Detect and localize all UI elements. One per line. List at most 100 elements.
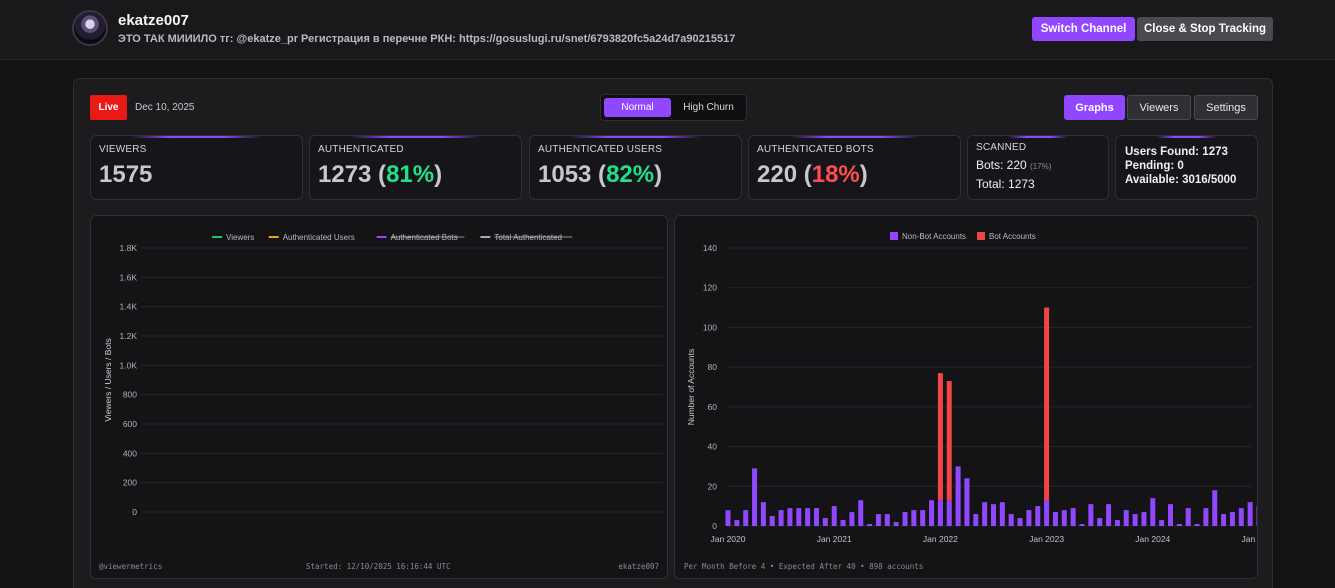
x-tick-label: Jan 2023	[1029, 534, 1064, 544]
scanned-bots: Bots: 220	[976, 158, 1027, 172]
bar-non-bot	[1247, 502, 1253, 526]
account-age-svg: 0 20 40 60 80 100 120 140 Number of Accounts Jan …	[686, 232, 1333, 544]
legend-item-non-bot-accounts: Non-Bot Accounts	[890, 232, 966, 241]
stop-tracking-button[interactable]: Close & Stop Tracking	[1137, 17, 1273, 41]
avatar	[72, 10, 108, 46]
bar-non-bot	[752, 468, 758, 526]
auth-users-value: 1053	[538, 161, 592, 188]
bar-non-bot	[911, 510, 917, 526]
tab-viewers[interactable]: Viewers	[1127, 95, 1191, 120]
legend-label: Non-Bot Accounts	[902, 232, 966, 241]
bar-non-bot	[1123, 510, 1129, 526]
bar-non-bot	[1256, 506, 1262, 526]
authenticated-value: 1273	[318, 161, 372, 188]
bar-non-bot	[1229, 512, 1235, 526]
bar-non-bot	[964, 478, 970, 526]
bar-non-bot	[955, 466, 961, 526]
mode-normal-button[interactable]: Normal	[604, 98, 671, 117]
legend-item-total-authenticated: Total Authenticated	[480, 233, 573, 242]
y-tick-label: 1.2K	[120, 331, 138, 341]
auth-users-value-row: 1053 (82%)	[538, 161, 663, 188]
bar-bot	[946, 381, 952, 501]
scan-info-card: Users Found: 1273 Pending: 0 Available: …	[1115, 135, 1258, 200]
y-tick-label: 1.6K	[120, 272, 138, 282]
auth-bots-value-row: 220 (18%)	[757, 161, 868, 188]
bar-non-bot	[822, 518, 828, 526]
bar-non-bot	[1035, 506, 1041, 526]
y-tick-label: 200	[123, 478, 137, 488]
bar-non-bot	[814, 508, 819, 526]
bar-non-bot	[946, 500, 952, 526]
bar-bot	[1044, 307, 1050, 501]
bar-non-bot	[1061, 510, 1067, 526]
mode-high-churn-button[interactable]: High Churn	[683, 102, 734, 113]
x-tick-label: Jan 2024	[1135, 534, 1170, 544]
available-count: Available: 3016/5000	[1125, 174, 1237, 186]
bar-non-bot	[1176, 524, 1182, 526]
bar-non-bot	[734, 520, 740, 526]
bar-non-bot	[840, 520, 846, 526]
bar-non-bot	[725, 510, 731, 526]
y-tick-label: 100	[703, 322, 717, 332]
bar-non-bot	[1168, 504, 1173, 526]
tab-settings[interactable]: Settings	[1194, 95, 1258, 120]
mode-toggle: Normal High Churn	[600, 94, 747, 121]
bar-non-bot	[1017, 518, 1023, 526]
legend-item-bot-accounts: Bot Accounts	[977, 232, 1036, 241]
tab-graphs[interactable]: Graphs	[1064, 95, 1125, 120]
bar-non-bot	[1159, 520, 1165, 526]
y-axis-label: Viewers / Users / Bots	[103, 338, 113, 421]
bar-non-bot	[1150, 498, 1156, 526]
authenticated-label: AUTHENTICATED	[318, 144, 404, 155]
footer-started: Started: 12/10/2025 16:16:44 UTC	[306, 562, 451, 571]
bar-non-bot	[858, 500, 864, 526]
channel-description: ЭТО ТАК МИИИЛО тг: @ekatze_pr Регистраци…	[118, 33, 736, 45]
x-tick-label: Jan 2021	[817, 534, 852, 544]
auth-bots-pct: 18%	[811, 161, 860, 188]
bar-non-bot	[1026, 510, 1032, 526]
stream-date: Dec 10, 2025	[135, 102, 195, 113]
bar-non-bot	[769, 516, 775, 526]
bar-non-bot	[884, 514, 890, 526]
authenticated-card: AUTHENTICATED 1273 (81%)	[309, 135, 522, 200]
legend-label: Bot Accounts	[989, 232, 1036, 241]
bar-non-bot	[1141, 512, 1147, 526]
legend-item-authenticated-bots: Authenticated Bots	[376, 233, 465, 242]
viewer-timeline-svg: 0 200 400 600 800 1.0K 1.2K 1.4K 1.6K 1.8K Viewers…	[103, 233, 663, 517]
y-tick-label: 600	[123, 419, 137, 429]
legend-label: Viewers	[226, 233, 254, 242]
y-tick-label: 120	[703, 283, 717, 293]
y-tick-label: 60	[708, 402, 718, 412]
bar-bot	[937, 373, 943, 501]
bar-non-bot	[867, 524, 873, 526]
bar-non-bot	[760, 502, 766, 526]
switch-channel-button[interactable]: Switch Channel	[1032, 17, 1135, 41]
bar-non-bot	[973, 514, 979, 526]
viewers-value: 1575	[99, 161, 153, 188]
bar-non-bot	[1212, 490, 1218, 526]
legend-item-viewers: Viewers	[212, 233, 254, 242]
y-tick-label: 0	[712, 521, 717, 531]
bar-non-bot	[849, 512, 855, 526]
bar-non-bot	[1132, 514, 1138, 526]
scanned-total: Total: 1273	[976, 177, 1035, 191]
bar-non-bot	[796, 508, 802, 526]
y-tick-label: 40	[708, 442, 718, 452]
scanned-label: SCANNED	[976, 142, 1027, 153]
bar-non-bot	[1008, 514, 1014, 526]
bar-non-bot	[1114, 520, 1120, 526]
auth-bots-card: AUTHENTICATED BOTS 220 (18%)	[748, 135, 961, 200]
bar-non-bot	[1238, 508, 1244, 526]
scanned-bots-row: Bots: 220 (17%)	[976, 158, 1051, 172]
bar-non-bot	[1203, 508, 1209, 526]
bar-non-bot	[778, 510, 784, 526]
legend-label: Authenticated Users	[283, 233, 355, 242]
bar-non-bot	[1106, 504, 1112, 526]
legend-item-authenticated-users: Authenticated Users	[268, 233, 355, 242]
bar-non-bot	[1070, 508, 1076, 526]
bar-non-bot	[893, 522, 899, 526]
bar-non-bot	[743, 510, 749, 526]
viewers-card: VIEWERS 1575	[90, 135, 303, 200]
y-tick-label: 140	[703, 243, 717, 253]
legend-swatch	[977, 232, 985, 240]
